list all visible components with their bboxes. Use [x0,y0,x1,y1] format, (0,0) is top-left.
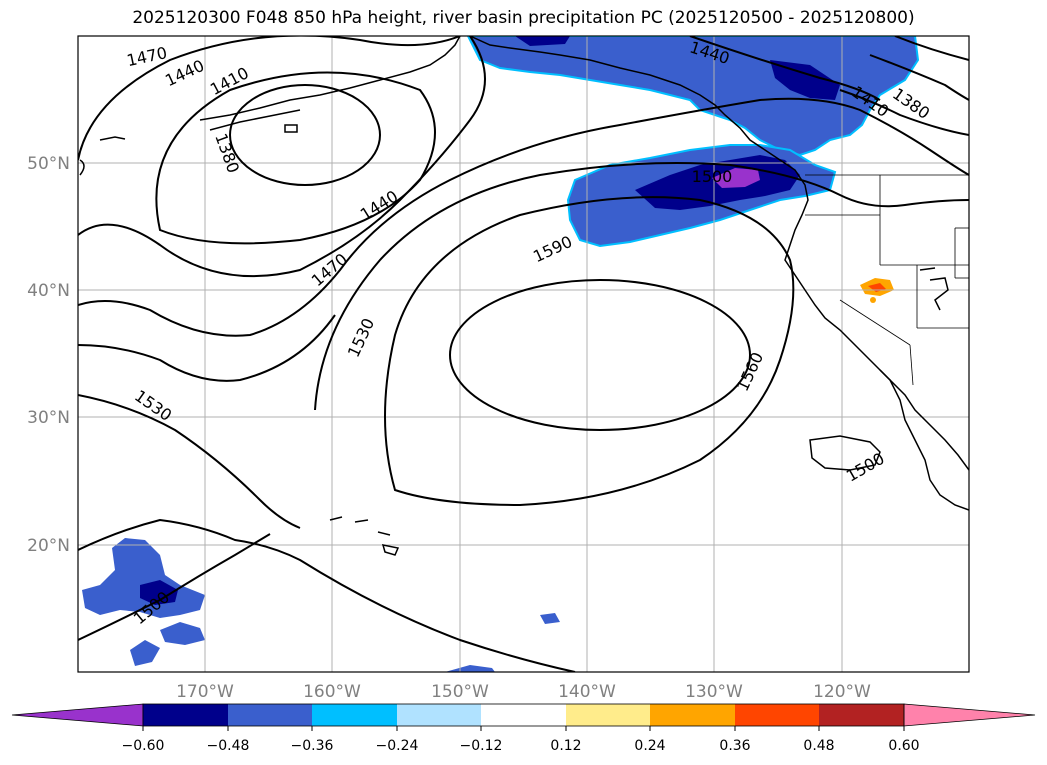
contour-label: 1500 [692,167,733,186]
colorbar-tick-labels: −0.60 −0.48 −0.36 −0.24 −0.12 0.12 0.24 … [122,738,920,754]
precip-region-north-dark [770,60,840,100]
colorbar-extend-high [903,703,1036,727]
colorbar-tick-label: 0.60 [888,738,919,754]
precip-shading [82,36,920,672]
lon-label: 170°W [176,682,234,702]
colorbar-ticks [142,726,905,731]
lon-label: 150°W [431,682,489,702]
colorbar-segment [650,704,735,726]
lat-label: 40°N [27,281,70,301]
political-borders [805,174,969,386]
map-title: 2025120300 F048 850 hPa height, river ba… [132,8,915,28]
colorbar-tick-label: 0.48 [803,738,834,754]
longitude-labels: 170°W 160°W 150°W 140°W 130°W 120°W [176,682,871,702]
precip-region-sw-dark [140,580,178,605]
lon-label: 140°W [558,682,616,702]
precip-region-north-edge [466,36,920,157]
map-frame [77,35,970,673]
colorbar-segment [735,704,819,726]
colorbar-tick-label: −0.60 [122,738,165,754]
lat-label: 20°N [27,536,70,556]
colorbar-segment [228,704,312,726]
lat-label: 50°N [27,154,70,174]
colorbar-tick-label: −0.48 [207,738,250,754]
lon-label: 120°W [813,682,871,702]
colorbar-extend-low [11,703,144,727]
colorbar-segment [143,704,228,726]
precip-region-sw3 [160,622,205,645]
precip-region-south [445,665,495,672]
precip-region-pnw-max [712,168,760,188]
precip-region-north-dark2 [515,36,570,46]
coastlines [79,36,969,556]
height-contours [78,36,969,672]
colorbar-tick-label: 0.36 [719,738,750,754]
latitude-labels: 50°N 40°N 30°N 20°N [27,154,70,556]
colorbar-tick-label: −0.36 [291,738,334,754]
colorbar-segment [312,704,397,726]
lon-label: 130°W [685,682,743,702]
precip-region-south2 [540,613,560,624]
colorbar-tick-label: −0.24 [376,738,419,754]
lon-label: 160°W [303,682,361,702]
colorbar: −0.60 −0.48 −0.36 −0.24 −0.12 0.12 0.24 … [11,703,1036,754]
colorbar-segment [566,704,650,726]
precip-region-sw2 [130,640,160,666]
precip-region-pnw-edge [566,144,837,248]
colorbar-segment [819,704,904,726]
colorbar-tick-label: −0.12 [460,738,503,754]
colorbar-segment [397,704,481,726]
colorbar-segment [481,704,566,726]
colorbar-tick-label: 0.12 [550,738,581,754]
lat-label: 30°N [27,408,70,428]
colorbar-tick-label: 0.24 [634,738,665,754]
